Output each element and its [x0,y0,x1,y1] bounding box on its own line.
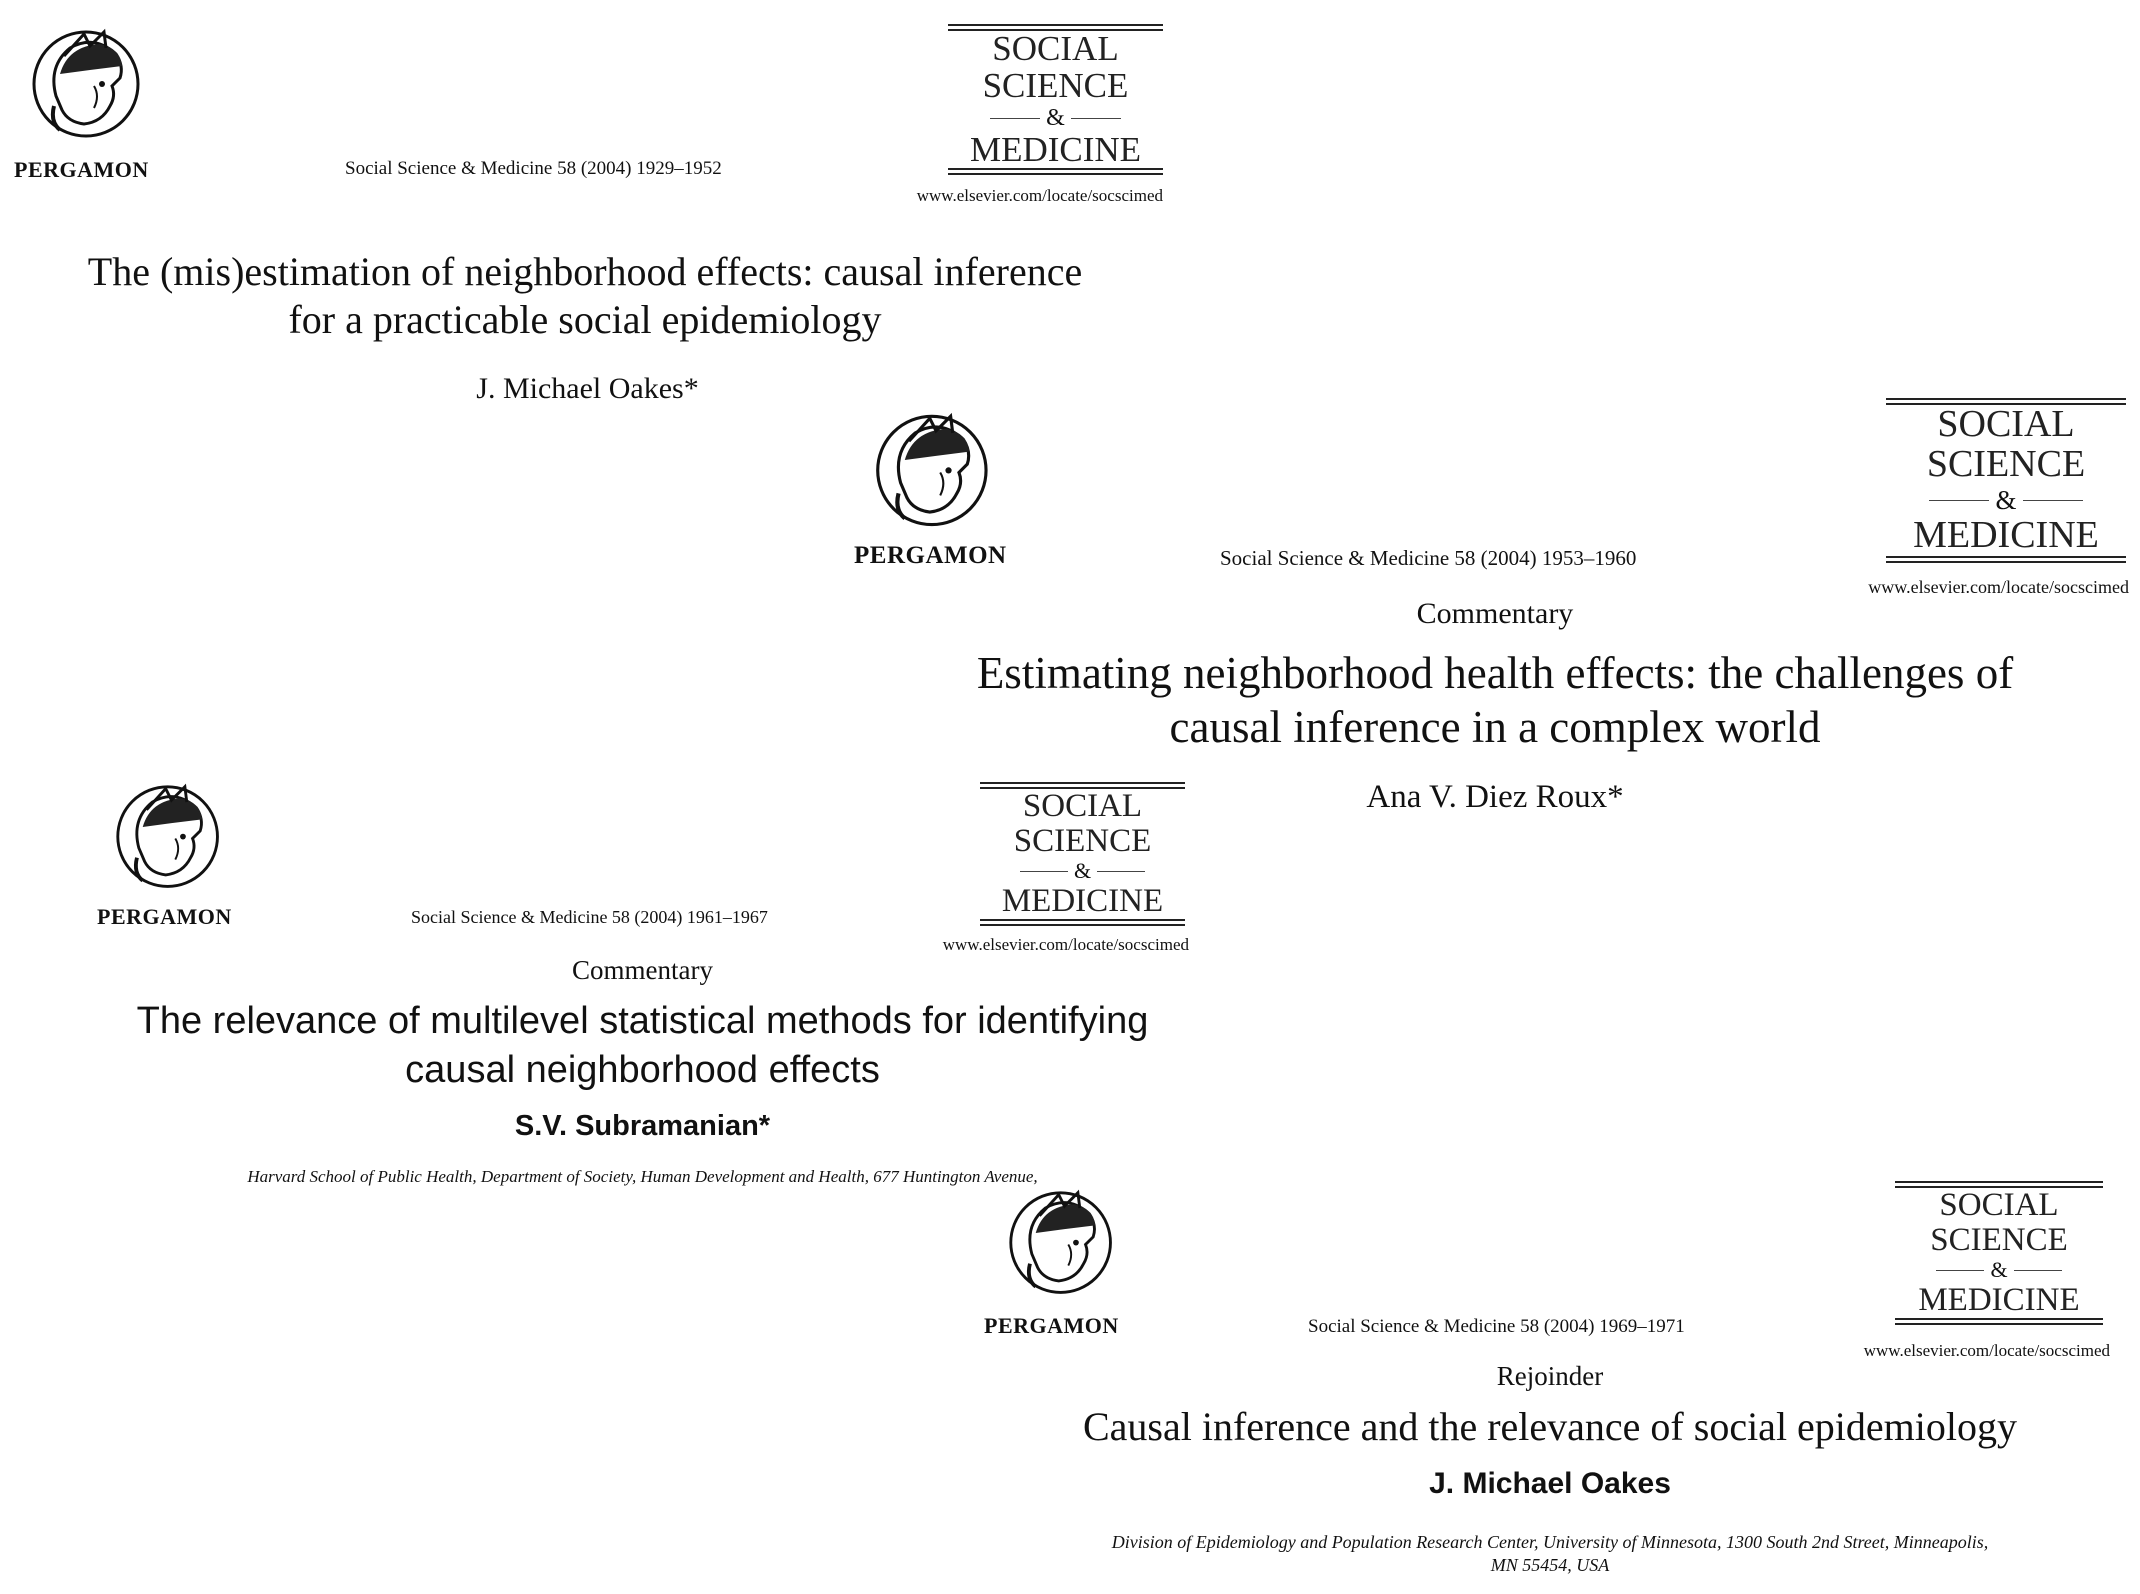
paper-title-line-2: causal neighborhood effects [405,1048,880,1091]
journal-masthead: SOCIAL SCIENCE & MEDICINE [1895,1181,2103,1325]
pergamon-emblem-icon [108,781,233,896]
publisher-name: PERGAMON [984,1313,1119,1338]
masthead-bottom-rule [948,168,1163,176]
masthead-line-1: SOCIAL [1022,788,1143,824]
masthead-ampersand: & [1046,104,1065,131]
journal-masthead: SOCIAL SCIENCE & MEDICINE [980,782,1185,926]
masthead-bottom-rule [1886,555,2126,563]
masthead-ampersand-row: & [980,858,1185,884]
paper-header-diez-roux-2004: PERGAMON Social Science & Medicine 58 (2… [850,398,2140,825]
publisher-name: PERGAMON [854,542,1007,569]
article-type-label: Commentary [572,955,713,985]
masthead-ampersand: & [1990,1257,2008,1283]
journal-url: www.elsevier.com/locate/socscimed [916,186,1163,205]
paper-title-line-1: Estimating neighborhood health effects: … [976,648,2014,698]
paper-title: Estimating neighborhood health effects: … [850,646,2140,754]
masthead-line-2: SCIENCE [1930,1221,2068,1258]
affiliation-line-1: Division of Epidemiology and Population … [1111,1532,1989,1552]
masthead-line-1: SOCIAL [992,29,1119,68]
masthead-line-3: MEDICINE [1913,513,2099,556]
article-type-label: Rejoinder [1496,1361,1604,1391]
affiliation-line-1: Harvard School of Public Health, Departm… [247,1167,1038,1186]
masthead-line-3: MEDICINE [1001,883,1164,920]
masthead-ampersand-row: & [948,105,1163,132]
paper-header-subramanian-2004: PERGAMON Social Science & Medicine 58 (2… [95,775,1200,1200]
masthead-line-3: MEDICINE [969,129,1142,169]
paper-title: The relevance of multilevel statistical … [95,997,1190,1094]
publisher-name: PERGAMON [14,157,149,182]
journal-url: www.elsevier.com/locate/socscimed [1868,577,2129,597]
masthead-line-1: SOCIAL [1937,403,2075,445]
pergamon-emblem-icon [1001,1187,1126,1302]
journal-url: www.elsevier.com/locate/socscimed [942,935,1189,954]
masthead-top-rule [948,24,1163,31]
article-type-label: Commentary [1416,597,1574,630]
journal-citation: Social Science & Medicine 58 (2004) 1961… [411,907,768,927]
masthead-line-3: MEDICINE [1918,1282,2080,1319]
masthead-top-rule [1895,1181,2103,1188]
masthead-ampersand-row: & [1895,1257,2103,1283]
journal-masthead: SOCIAL SCIENCE & MEDICINE [948,24,1163,176]
author-affiliation: Division of Epidemiology and Population … [980,1531,2120,1578]
paper-author: J. Michael Oakes* [476,372,699,405]
journal-url: www.elsevier.com/locate/socscimed [1863,1341,2110,1360]
masthead-line-2: SCIENCE [1013,822,1152,859]
journal-masthead: SOCIAL SCIENCE & MEDICINE [1886,398,2126,563]
masthead-bottom-rule [980,918,1185,926]
masthead-ampersand: & [1995,484,2017,515]
paper-title-line-1: Causal inference and the relevance of so… [1082,1404,2018,1449]
masthead-bottom-rule [1895,1317,2103,1325]
affiliation-line-2: MN 55454, USA [1490,1555,1610,1576]
journal-citation: Social Science & Medicine 58 (2004) 1929… [345,158,722,179]
masthead-ampersand: & [1073,858,1092,884]
paper-title-line-1: The relevance of multilevel statistical … [136,1000,1149,1042]
paper-title-line-1: The (mis)estimation of neighborhood effe… [87,249,1083,294]
paper-title: Causal inference and the relevance of so… [980,1403,2120,1451]
pergamon-emblem-icon [24,26,154,146]
journal-citation: Social Science & Medicine 58 (2004) 1969… [1308,1316,1685,1337]
masthead-top-rule [980,782,1185,789]
paper-author: S.V. Subramanian* [514,1110,771,1142]
paper-header-oakes-2004: PERGAMON Social Science & Medicine 58 (2… [0,0,1200,410]
masthead-line-2: SCIENCE [982,65,1129,105]
author-affiliation: Harvard School of Public Health, Departm… [95,1166,1190,1188]
masthead-ampersand-row: & [1886,485,2126,516]
paper-title-line-2: for a practicable social epidemiology [288,297,882,342]
paper-header-oakes-rejoinder-2004: PERGAMON Social Science & Medicine 58 (2… [980,1181,2140,1594]
masthead-line-1: SOCIAL [1939,1187,2059,1223]
paper-author: Ana V. Diez Roux* [1366,779,1624,815]
publisher-name: PERGAMON [97,904,232,929]
masthead-line-2: SCIENCE [1926,442,2086,485]
paper-author: J. Michael Oakes [1429,1467,1671,1500]
paper-title: The (mis)estimation of neighborhood effe… [0,248,1170,344]
journal-citation: Social Science & Medicine 58 (2004) 1953… [1220,546,1637,570]
pergamon-emblem-icon [865,410,1005,535]
paper-title-line-2: causal inference in a complex world [1169,702,1821,752]
masthead-top-rule [1886,398,2126,405]
